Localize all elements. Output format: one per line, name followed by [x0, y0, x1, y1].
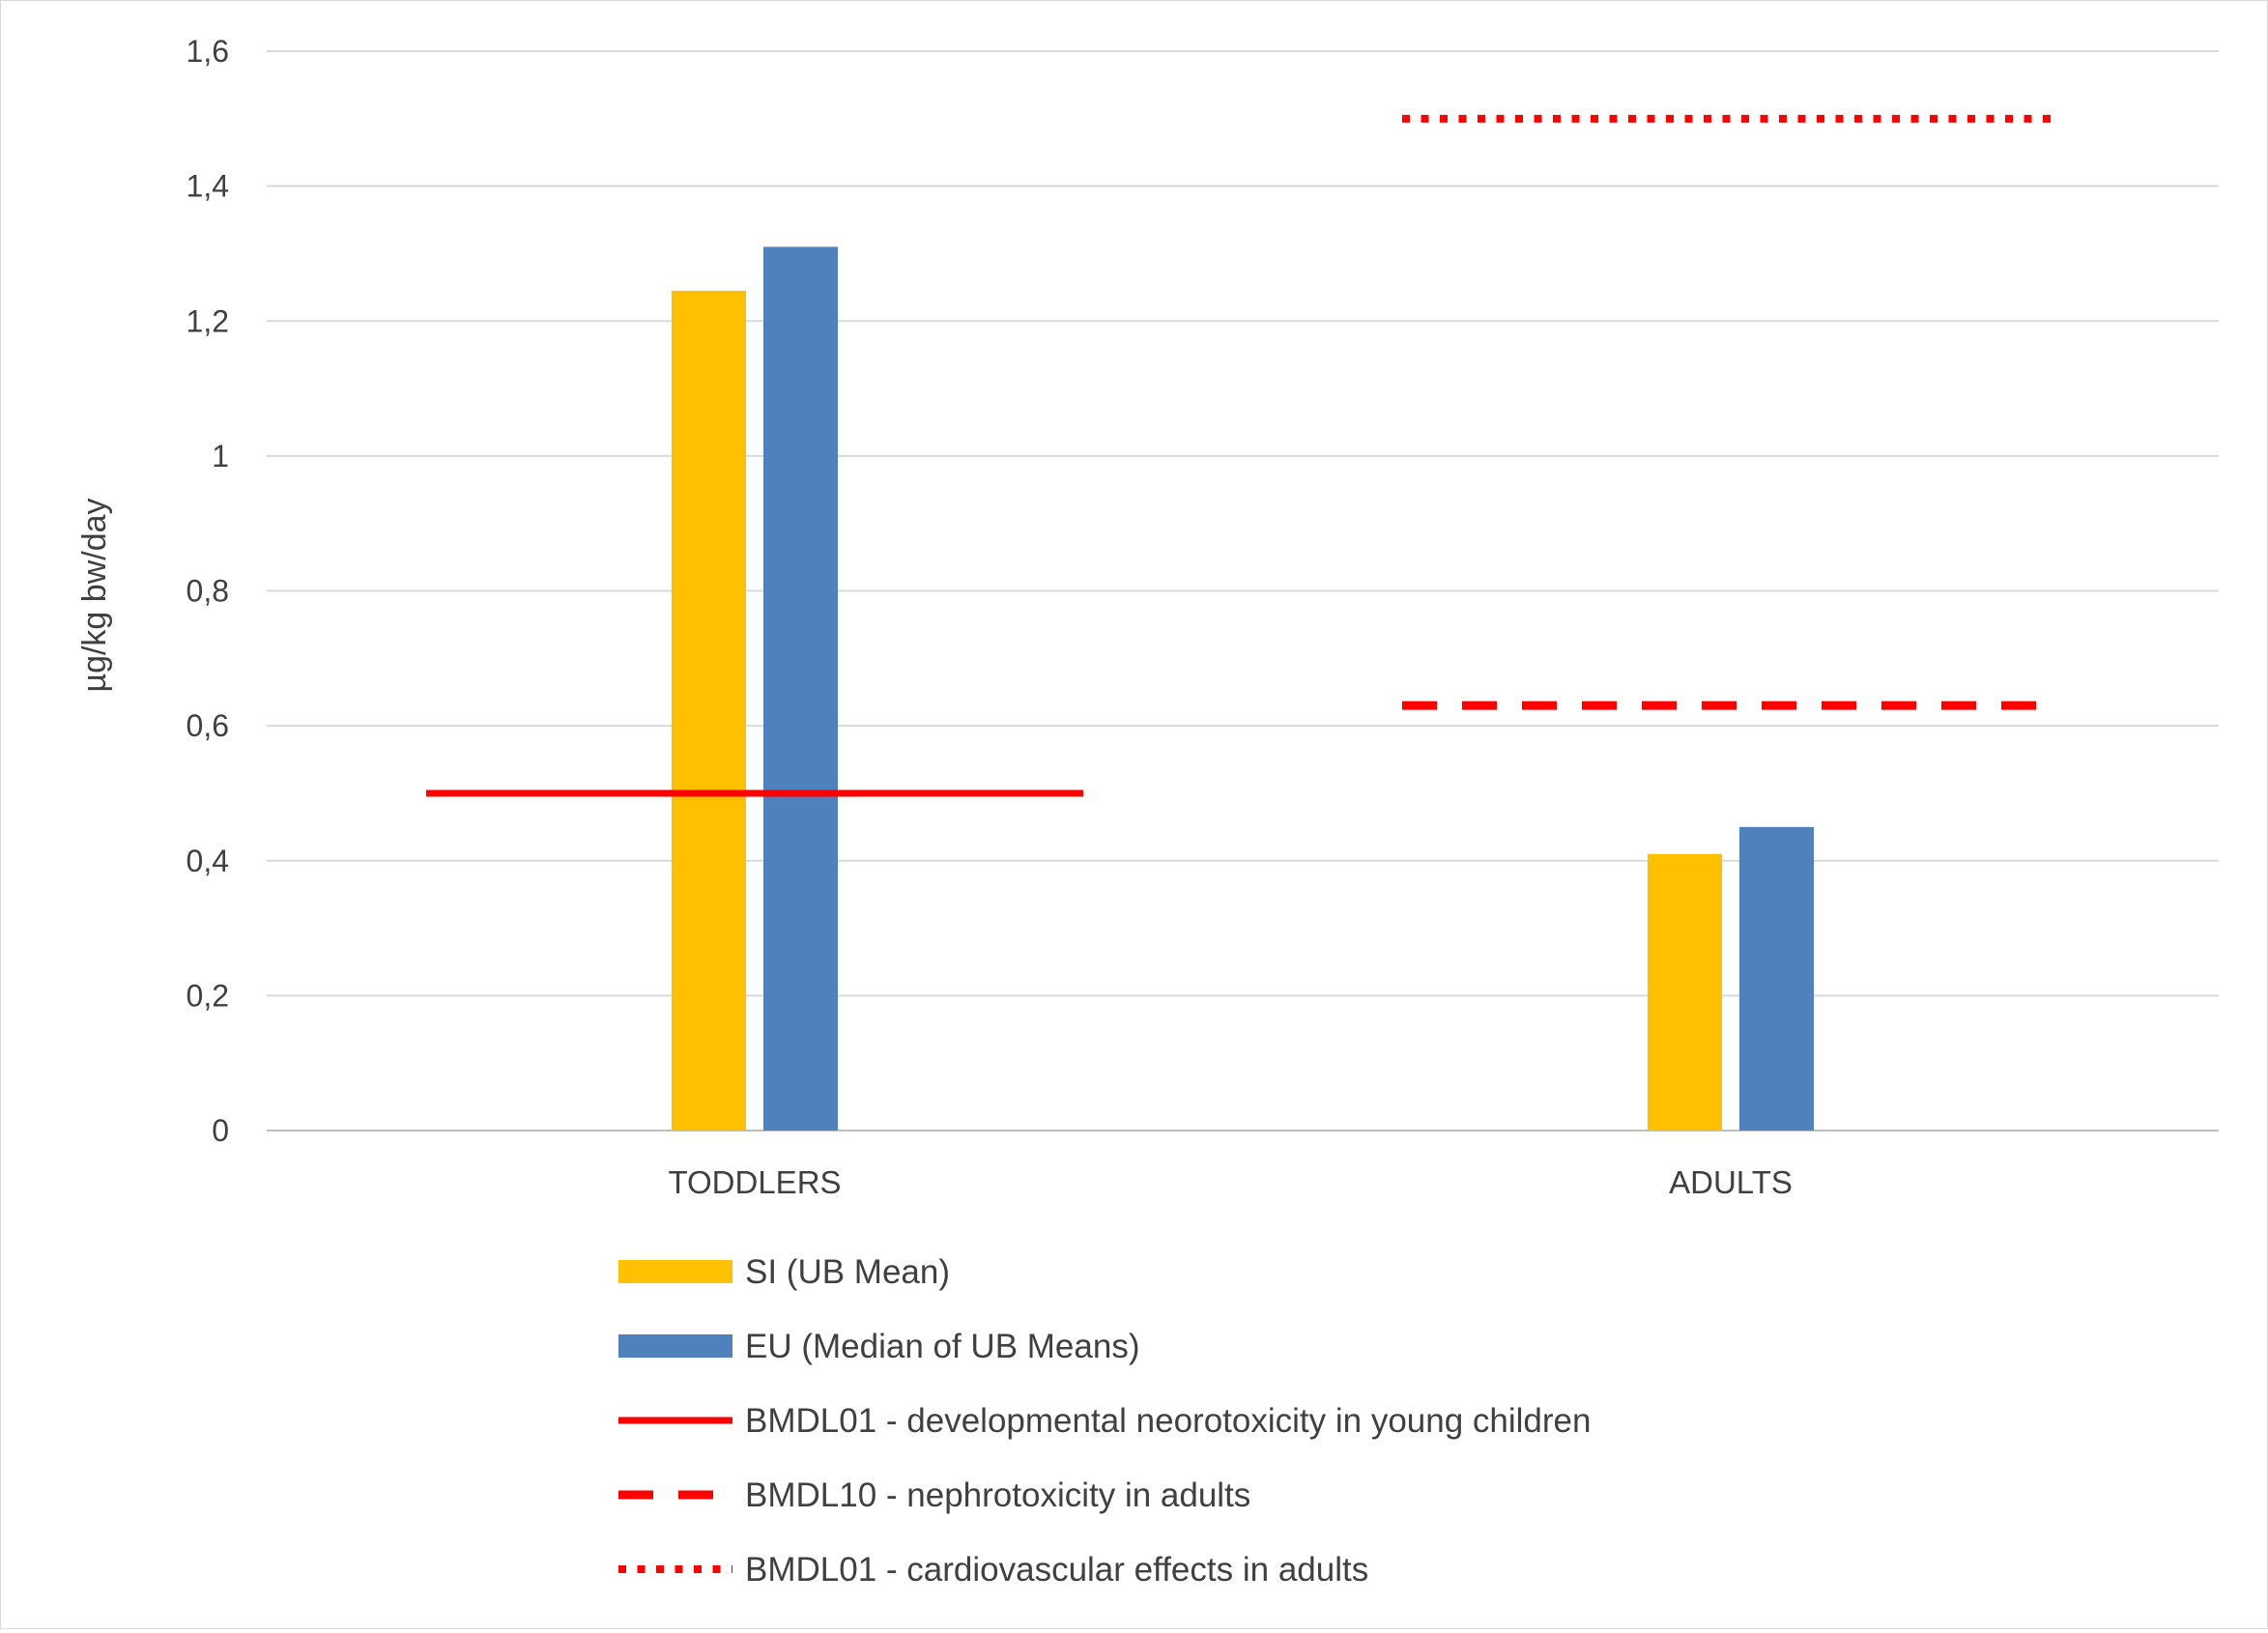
gridlines: [267, 50, 2219, 1132]
y-tick-label: 0,4: [187, 844, 229, 878]
y-tick-label: 1: [212, 439, 229, 473]
y-tick-label: 1,6: [187, 34, 229, 69]
y-tick-label: 0,8: [187, 574, 229, 609]
x-category-label: TODDLERS: [668, 1164, 841, 1200]
legend-item: BMDL01 - developmental neorotoxicity in …: [618, 1402, 1591, 1440]
legend-item: BMDL01 - cardiovascular effects in adult…: [618, 1551, 1368, 1589]
legend-label: SI (UB Mean): [745, 1253, 950, 1291]
bar-toddlers-eu: [763, 246, 838, 1132]
y-axis-ticks: 0 0,2 0,4 0,6 0,8 1 1,2 1,4 1,6: [187, 34, 229, 1148]
legend-label: BMDL10 - nephrotoxicity in adults: [745, 1476, 1250, 1514]
bar-adults-eu: [1739, 826, 1814, 1131]
y-tick-label: 0,6: [187, 708, 229, 743]
legend-label: BMDL01 - cardiovascular effects in adult…: [745, 1551, 1368, 1589]
bar-adults-si: [1648, 853, 1722, 1131]
y-tick-label: 1,4: [187, 169, 229, 204]
legend: SI (UB Mean) EU (Median of UB Means) BMDL0…: [618, 1253, 1591, 1589]
y-axis-label: µg/kg bw/day: [76, 498, 113, 692]
legend-label: BMDL01 - developmental neorotoxicity in …: [745, 1402, 1591, 1440]
legend-item: SI (UB Mean): [618, 1253, 950, 1291]
y-tick-label: 0,2: [187, 978, 229, 1013]
y-tick-label: 0: [212, 1113, 229, 1148]
reference-lines: [426, 114, 2059, 797]
x-axis-categories: TODDLERS ADULTS: [668, 1164, 1792, 1200]
x-category-label: ADULTS: [1669, 1164, 1793, 1200]
bars: [672, 246, 1814, 1132]
legend-item: BMDL10 - nephrotoxicity in adults: [618, 1476, 1250, 1514]
legend-item: EU (Median of UB Means): [618, 1328, 1139, 1365]
legend-swatch: [618, 1334, 732, 1358]
y-tick-label: 1,2: [187, 303, 229, 338]
bar-toddlers-si: [672, 290, 746, 1132]
legend-swatch: [618, 1260, 732, 1283]
legend-label: EU (Median of UB Means): [745, 1328, 1139, 1365]
